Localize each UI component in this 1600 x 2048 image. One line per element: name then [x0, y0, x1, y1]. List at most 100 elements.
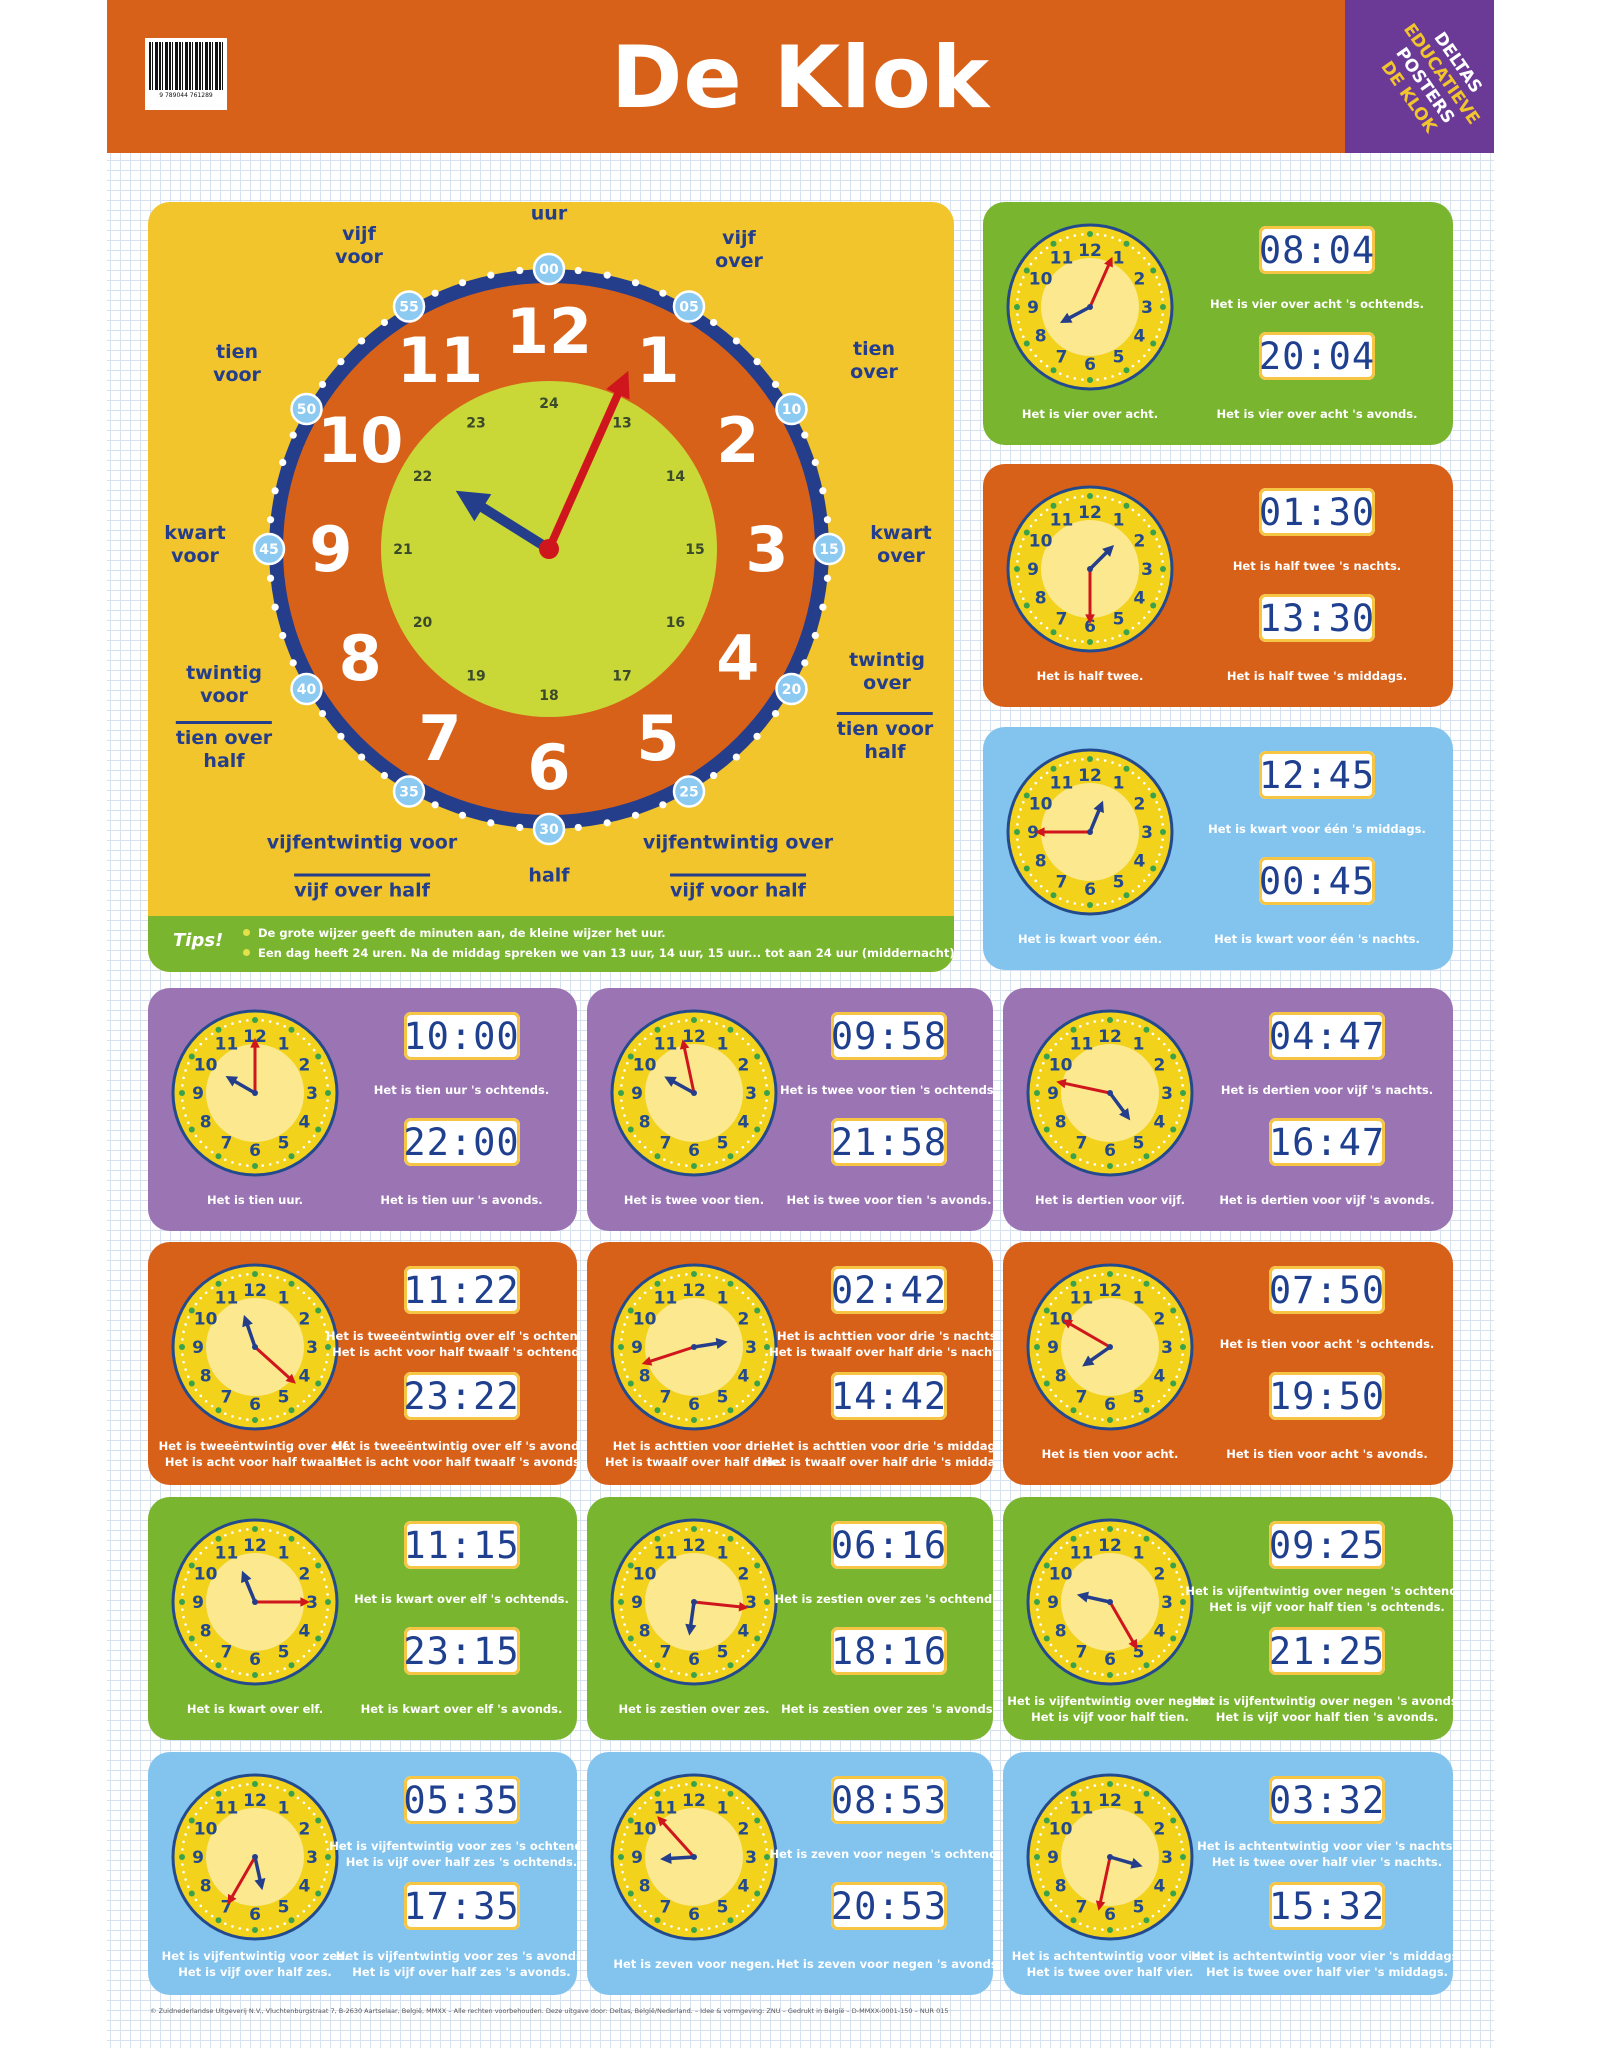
digital-display: 15:32 [1269, 1882, 1385, 1930]
minute-dot [458, 811, 467, 819]
hour-tick [1023, 529, 1030, 536]
minute-tick [1059, 1546, 1063, 1550]
digital-time: 01:30 [1258, 490, 1376, 534]
minute-tick [325, 1106, 328, 1110]
minute-hand-tip [285, 1373, 296, 1384]
hour-number: 3 [1161, 1593, 1173, 1613]
hour-number: 5 [1133, 1642, 1145, 1662]
minute-tick [326, 1863, 329, 1866]
hour-tick [1107, 1417, 1113, 1423]
hour-number: 11 [1050, 249, 1074, 269]
example-card: 1 2 3 4 5 6 7 8 9 10 11 12 07:50 Het is tien voor ach… [1003, 1242, 1453, 1485]
minute-tick [762, 1368, 765, 1371]
hour-tick [188, 1635, 195, 1642]
hour-tick [1050, 502, 1057, 509]
minute-tick [1049, 1048, 1053, 1052]
minute-tick [283, 1667, 286, 1670]
hour-number: 7 [1076, 1897, 1088, 1917]
minute-tick [1079, 1667, 1082, 1670]
minute-tick [1180, 1106, 1183, 1110]
minute-tick [1147, 524, 1151, 528]
example-card: 1 2 3 4 5 6 7 8 9 10 11 12 10:00 Het is tien uur 's o… [148, 988, 577, 1231]
hour-numeral: 4 [716, 622, 759, 695]
minute-tick [1131, 1415, 1134, 1418]
minute-tick [1151, 1914, 1155, 1918]
minute-tick [707, 1672, 711, 1675]
minute-tick [1175, 1571, 1178, 1574]
minute-tick [1181, 1848, 1184, 1851]
digital-caption: Het is dertien voor vijf 's avonds. [1219, 1193, 1435, 1207]
hour-tick [1087, 493, 1093, 499]
hour-tick [654, 1790, 661, 1797]
minute-tick [1079, 1789, 1082, 1792]
minute-tick [1079, 1279, 1082, 1282]
hour-number: 2 [737, 1565, 749, 1585]
hour-hand [1108, 1091, 1126, 1114]
minute-tick [187, 1885, 190, 1888]
minute-tick [302, 1291, 306, 1295]
minute-tick [302, 1037, 306, 1041]
minute-tick [1138, 1158, 1141, 1161]
minute-tick [1066, 375, 1069, 378]
hour-number: 6 [688, 1650, 700, 1670]
hour-hand [244, 1579, 257, 1604]
minute-tick [1151, 1541, 1155, 1545]
hour-tick [1023, 792, 1030, 799]
minute-tick [1079, 1534, 1082, 1537]
minute-dot [380, 318, 389, 327]
minute-tick [199, 1649, 203, 1653]
clock-pin [1107, 1344, 1113, 1350]
minute-tick [283, 1279, 286, 1282]
minute-hand-tip [738, 1601, 749, 1612]
minute-tick [735, 1541, 739, 1545]
minute-tick [764, 1840, 767, 1844]
hour-number: 1 [717, 1035, 729, 1055]
minute-tick [1138, 1667, 1141, 1670]
hour-number: 12 [1098, 1536, 1122, 1556]
hour-tick [1107, 1526, 1113, 1532]
minute-tick [320, 1885, 323, 1888]
minute-tick [1155, 335, 1158, 338]
minute-tick [1073, 496, 1077, 499]
minute-tick [1160, 320, 1163, 324]
minute-tick [1101, 1528, 1104, 1531]
tips-title: Tips! [173, 930, 224, 951]
minute-dot [431, 801, 439, 809]
hour-number: 4 [737, 1113, 749, 1133]
minute-tick [1167, 1643, 1171, 1647]
hour-number: 3 [306, 1593, 318, 1613]
analog-caption: Het is zeven voor negen. [613, 1957, 775, 1971]
minute-tick [1167, 1388, 1171, 1392]
minute-tick [1081, 758, 1084, 761]
hour-number: 8 [200, 1113, 212, 1133]
hour-number: 10 [633, 1565, 657, 1585]
minute-phrase: vijfentwintig voor [266, 831, 458, 854]
minute-dot [358, 337, 366, 345]
minute-tick [231, 1276, 234, 1279]
hour-number: 11 [1050, 511, 1074, 531]
minute-tick [677, 1784, 681, 1787]
minute-tick [323, 1878, 326, 1881]
minute-tick [320, 1316, 323, 1319]
minute-tick [1093, 1927, 1097, 1930]
minute-tick [184, 1578, 187, 1581]
minute-dot [732, 337, 740, 345]
minute-dot [271, 603, 279, 611]
minute-label: 40 [297, 682, 317, 698]
hour-tick [764, 1090, 770, 1096]
minute-tick [1118, 239, 1121, 242]
minute-tick [1138, 1279, 1141, 1282]
hour-hand [1088, 551, 1108, 571]
minute-tick [1157, 1291, 1161, 1295]
minute-tick [1039, 1323, 1042, 1326]
hour-number: 3 [1161, 1338, 1173, 1358]
hour-number: 7 [221, 1897, 233, 1917]
minute-tick [1022, 276, 1025, 279]
hour-tick [179, 1599, 185, 1605]
hour-hand-tip [1059, 312, 1073, 323]
minute-tick [1116, 1273, 1119, 1276]
